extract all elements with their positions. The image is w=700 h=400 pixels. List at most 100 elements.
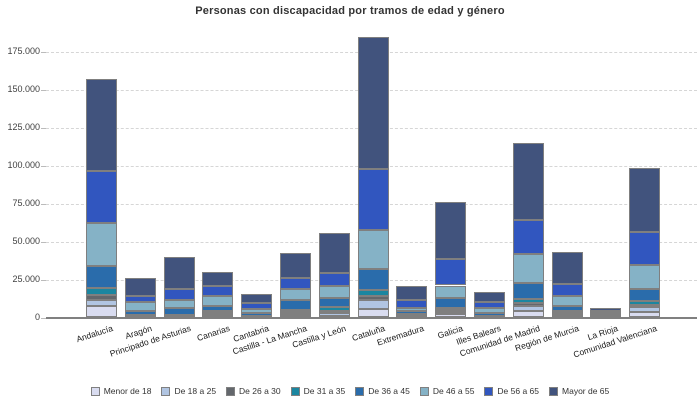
bar-segment-de-36-a-45[interactable] — [357, 269, 389, 291]
bar-segment-de-56-a-65[interactable] — [435, 259, 467, 286]
bar-segment-menor-de-18[interactable] — [435, 314, 467, 318]
bar-segment-de-31-a-35[interactable] — [163, 314, 195, 317]
legend-item-de-26-a-30[interactable]: De 26 a 30 — [226, 386, 281, 396]
bar-segment-de-26-a-30[interactable] — [629, 305, 661, 308]
bar-segment-de-18-a-25[interactable] — [202, 314, 234, 317]
legend-item-de-18-a-25[interactable]: De 18 a 25 — [161, 386, 216, 396]
bar-segment-de-31-a-35[interactable] — [85, 288, 117, 295]
bar-segment-de-26-a-30[interactable] — [512, 303, 544, 307]
bar-segment-de-56-a-65[interactable] — [396, 299, 428, 308]
bar-segment-menor-de-18[interactable] — [357, 308, 389, 318]
bar-segment-de-46-a-55[interactable] — [629, 264, 661, 289]
bar-segment-mayor-de-65[interactable] — [435, 202, 467, 260]
bar-segment-de-36-a-45[interactable] — [85, 266, 117, 289]
bar-segment-de-46-a-55[interactable] — [473, 308, 505, 313]
bar-segment-de-31-a-35[interactable] — [357, 290, 389, 297]
bar-segment-de-56-a-65[interactable] — [473, 301, 505, 309]
bar-segment-mayor-de-65[interactable] — [551, 252, 583, 285]
bar-segment-menor-de-18[interactable] — [85, 306, 117, 318]
bar-segment-de-31-a-35[interactable] — [551, 311, 583, 314]
bar-segment-de-31-a-35[interactable] — [396, 313, 428, 316]
bar-segment-de-26-a-30[interactable] — [279, 312, 311, 315]
bar-segment-de-26-a-30[interactable] — [318, 310, 350, 313]
bar-segment-de-46-a-55[interactable] — [512, 254, 544, 283]
bar-segment-menor-de-18[interactable] — [279, 315, 311, 318]
bar-segment-menor-de-18[interactable] — [318, 315, 350, 318]
bar-segment-de-36-a-45[interactable] — [202, 305, 234, 311]
bar-segment-menor-de-18[interactable] — [629, 311, 661, 318]
bar-segment-de-31-a-35[interactable] — [629, 300, 661, 306]
bar-segment-de-26-a-30[interactable] — [435, 309, 467, 312]
bar-segment-de-56-a-65[interactable] — [241, 302, 273, 309]
bar-segment-mayor-de-65[interactable] — [85, 79, 117, 172]
bar-segment-de-18-a-25[interactable] — [318, 312, 350, 316]
bar-segment-de-46-a-55[interactable] — [124, 302, 156, 311]
bar-segment-mayor-de-65[interactable] — [357, 37, 389, 170]
bar-segment-de-56-a-65[interactable] — [202, 285, 234, 297]
bar-segment-de-56-a-65[interactable] — [357, 169, 389, 230]
bar-segment-de-36-a-45[interactable] — [551, 305, 583, 312]
bar-segment-de-36-a-45[interactable] — [629, 288, 661, 301]
bar-segment-de-31-a-35[interactable] — [512, 298, 544, 304]
bar-segment-de-46-a-55[interactable] — [241, 308, 273, 313]
bar-segment-de-31-a-35[interactable] — [124, 314, 156, 317]
bar-segment-de-18-a-25[interactable] — [357, 300, 389, 309]
bar-segment-de-36-a-45[interactable] — [318, 298, 350, 308]
bar-segment-mayor-de-65[interactable] — [590, 308, 622, 311]
bar-segment-de-31-a-35[interactable] — [241, 315, 273, 318]
bar-segment-de-36-a-45[interactable] — [241, 312, 273, 316]
bar-segment-de-18-a-25[interactable] — [85, 300, 117, 307]
bar-segment-de-36-a-45[interactable] — [435, 298, 467, 308]
legend-item-mayor-de-65[interactable]: Mayor de 65 — [549, 386, 609, 396]
bar-segment-de-46-a-55[interactable] — [202, 296, 234, 306]
bar-segment-de-26-a-30[interactable] — [85, 294, 117, 301]
bar-segment-de-31-a-35[interactable] — [435, 307, 467, 310]
bar-segment-de-46-a-55[interactable] — [85, 223, 117, 267]
bar-segment-de-36-a-45[interactable] — [396, 311, 428, 314]
bar-segment-de-56-a-65[interactable] — [318, 273, 350, 287]
bar-segment-de-31-a-35[interactable] — [318, 307, 350, 311]
bar-segment-mayor-de-65[interactable] — [163, 257, 195, 290]
bar-segment-menor-de-18[interactable] — [202, 315, 234, 318]
bar-segment-de-46-a-55[interactable] — [318, 286, 350, 299]
legend-item-de-31-a-35[interactable]: De 31 a 35 — [290, 386, 345, 396]
bar-segment-de-46-a-55[interactable] — [396, 307, 428, 312]
bar-segment-de-26-a-30[interactable] — [357, 296, 389, 300]
bar-segment-mayor-de-65[interactable] — [124, 277, 156, 297]
bar-segment-mayor-de-65[interactable] — [473, 291, 505, 302]
bar-segment-de-56-a-65[interactable] — [124, 296, 156, 303]
bar-segment-de-46-a-55[interactable] — [279, 289, 311, 300]
bar-segment-de-56-a-65[interactable] — [551, 284, 583, 297]
bar-segment-de-18-a-25[interactable] — [435, 311, 467, 315]
bar-segment-de-26-a-30[interactable] — [202, 312, 234, 315]
bar-segment-mayor-de-65[interactable] — [396, 286, 428, 300]
bar-segment-de-56-a-65[interactable] — [163, 289, 195, 301]
bar-segment-mayor-de-65[interactable] — [202, 272, 234, 286]
bar-segment-mayor-de-65[interactable] — [318, 233, 350, 274]
bar-segment-de-56-a-65[interactable] — [590, 310, 622, 313]
bar-segment-de-46-a-55[interactable] — [357, 229, 389, 270]
bar-segment-de-36-a-45[interactable] — [124, 310, 156, 315]
bar-segment-de-56-a-65[interactable] — [85, 171, 117, 224]
bar-segment-mayor-de-65[interactable] — [279, 253, 311, 278]
legend-item-menor-de-18[interactable]: Menor de 18 — [90, 386, 151, 396]
bar-segment-de-31-a-35[interactable] — [202, 310, 234, 313]
bar-segment-de-26-a-30[interactable] — [551, 313, 583, 316]
bar-segment-de-56-a-65[interactable] — [512, 219, 544, 255]
bar-segment-de-18-a-25[interactable] — [279, 314, 311, 317]
bar-segment-de-56-a-65[interactable] — [629, 231, 661, 265]
bar-segment-de-46-a-55[interactable] — [163, 300, 195, 309]
bar-segment-de-56-a-65[interactable] — [279, 277, 311, 290]
bar-segment-de-31-a-35[interactable] — [279, 309, 311, 313]
bar-segment-de-36-a-45[interactable] — [512, 282, 544, 299]
bar-segment-mayor-de-65[interactable] — [512, 143, 544, 220]
bar-segment-mayor-de-65[interactable] — [629, 167, 661, 232]
legend-item-de-46-a-55[interactable]: De 46 a 55 — [419, 386, 474, 396]
bar-segment-de-36-a-45[interactable] — [473, 313, 505, 316]
bar-segment-de-46-a-55[interactable] — [435, 285, 467, 299]
legend-item-de-36-a-45[interactable]: De 36 a 45 — [355, 386, 410, 396]
bar-segment-de-36-a-45[interactable] — [163, 308, 195, 316]
bar-segment-de-46-a-55[interactable] — [551, 296, 583, 306]
bar-segment-de-18-a-25[interactable] — [629, 307, 661, 312]
bar-segment-de-36-a-45[interactable] — [279, 299, 311, 310]
